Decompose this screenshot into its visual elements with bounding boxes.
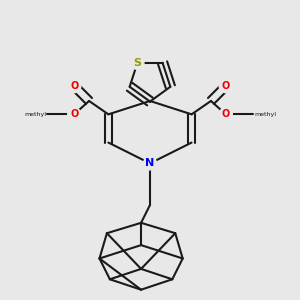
Circle shape bbox=[131, 56, 144, 69]
Text: O: O bbox=[222, 109, 230, 119]
Circle shape bbox=[219, 80, 232, 93]
Text: O: O bbox=[70, 109, 78, 119]
Text: methyl: methyl bbox=[24, 112, 46, 117]
Circle shape bbox=[143, 157, 157, 170]
Circle shape bbox=[219, 108, 232, 121]
Text: O: O bbox=[222, 81, 230, 91]
Text: S: S bbox=[134, 58, 141, 68]
Circle shape bbox=[68, 80, 81, 93]
Circle shape bbox=[68, 108, 81, 121]
Text: O: O bbox=[70, 81, 78, 91]
Text: N: N bbox=[146, 158, 154, 168]
Text: methyl: methyl bbox=[254, 112, 276, 117]
